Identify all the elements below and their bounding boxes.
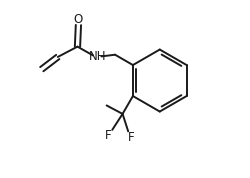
Text: O: O [74, 13, 83, 26]
Text: F: F [128, 131, 134, 144]
Text: NH: NH [88, 51, 106, 64]
Text: F: F [105, 129, 112, 142]
